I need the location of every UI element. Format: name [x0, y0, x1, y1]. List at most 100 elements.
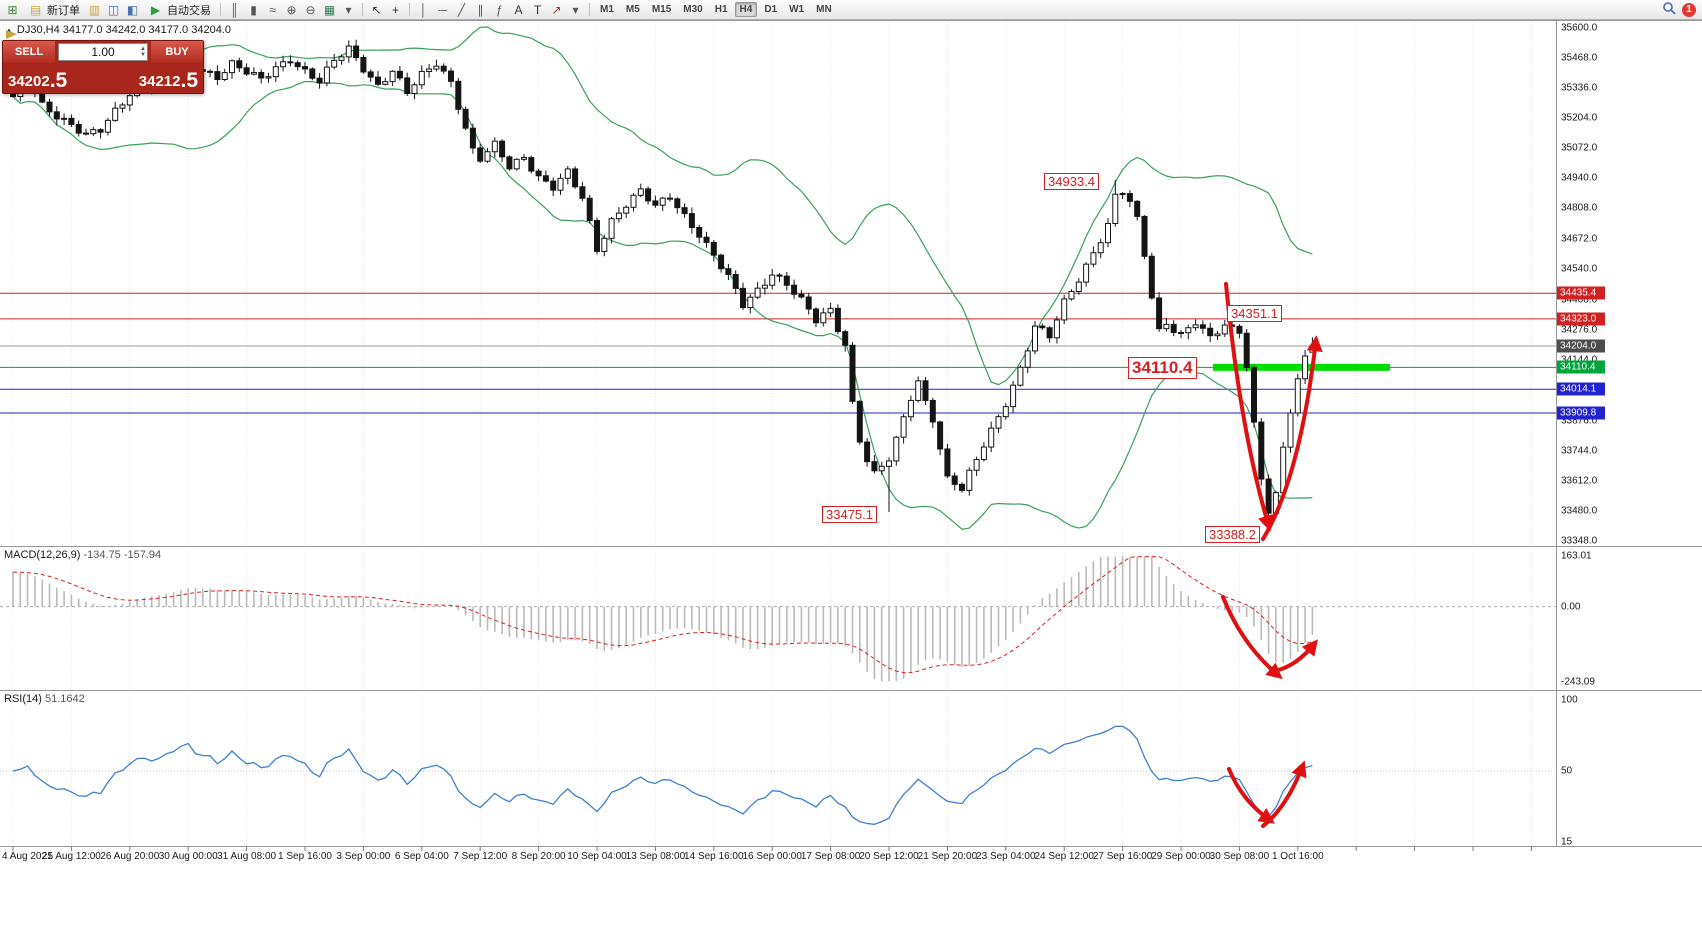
sell-price-base: 34202 — [8, 73, 50, 90]
data-window-icon[interactable]: ◫ — [107, 2, 120, 17]
cursor-icon[interactable]: ↖ — [371, 2, 382, 17]
timeframe-mn[interactable]: MN — [816, 4, 832, 15]
indicators-dropdown-icon[interactable]: ▾ — [345, 2, 352, 17]
candle — [1112, 179, 1119, 227]
green-zone-annotation[interactable] — [1213, 363, 1390, 371]
bar-chart-icon[interactable]: ║ — [230, 2, 239, 17]
candle — [535, 168, 542, 182]
tile-windows-icon[interactable]: ▦ — [323, 2, 336, 17]
new-order-button[interactable]: ▤ 新订单 — [23, 2, 84, 18]
zoom-out-icon[interactable]: ⊖ — [305, 2, 316, 17]
volume-up-icon[interactable]: ▲ — [140, 46, 146, 52]
main-chart-panel — [0, 21, 1556, 546]
notification-badge[interactable]: 1 — [1682, 2, 1696, 17]
candle — [1192, 319, 1199, 331]
toolbar: ⊞ ▤ 新订单 ▥ ◫ ◧ ▶ 自动交易 ║ ▮ ≈ ⊕ ⊖ ▦ ▾ ↖ + │ ─ ╱ ∥ ƒ A T ↗ ▾ M1 M5 M15 M3… — [0, 0, 1702, 20]
market-watch-icon[interactable]: ▥ — [88, 2, 101, 17]
fibonacci-icon[interactable]: ƒ — [496, 2, 503, 17]
volume-field[interactable]: 1.00 ▲ ▼ — [58, 43, 148, 61]
candle — [550, 177, 557, 196]
candle — [506, 155, 513, 171]
candle — [331, 53, 338, 70]
candle — [83, 128, 89, 136]
volume-down-icon[interactable]: ▼ — [140, 52, 146, 58]
buy-price[interactable]: 34212.5 — [103, 70, 203, 93]
macd-trend-arrow[interactable] — [1272, 639, 1318, 673]
candle — [988, 421, 995, 453]
symbol-info: ▲ DJ30,H4 34177.0 34242.0 34177.0 34204.… — [5, 24, 231, 36]
buy-button[interactable]: BUY — [151, 41, 203, 63]
line-chart-icon[interactable]: ≈ — [269, 2, 276, 17]
macd-histogram — [12, 556, 1314, 682]
timeframe-h1[interactable]: H1 — [714, 4, 728, 15]
new-chart-icon[interactable]: ⊞ — [7, 2, 18, 17]
candle — [360, 54, 367, 74]
horizontal-line-icon[interactable]: ─ — [438, 2, 447, 17]
rsi-trend-arrow[interactable] — [1261, 760, 1307, 828]
candle — [287, 55, 294, 67]
autotrading-button[interactable]: ▶ 自动交易 — [143, 2, 215, 18]
volume-spinner[interactable]: ▲ ▼ — [140, 44, 146, 60]
candle — [783, 272, 790, 291]
vertical-line-icon[interactable]: │ — [419, 2, 428, 17]
timeframe-m30[interactable]: M30 — [683, 4, 703, 15]
candle — [353, 39, 360, 62]
candle — [294, 60, 301, 71]
candle — [53, 106, 60, 126]
candle — [309, 67, 316, 81]
sell-button[interactable]: SELL — [3, 41, 55, 63]
timeframe-d1[interactable]: D1 — [764, 4, 778, 15]
candle — [104, 117, 111, 136]
macd-panel — [0, 547, 1556, 690]
search-icon[interactable] — [1662, 1, 1676, 18]
navigator-icon[interactable]: ◧ — [126, 2, 139, 17]
candle — [521, 154, 527, 162]
candle — [893, 435, 900, 466]
zoom-in-icon[interactable]: ⊕ — [286, 2, 297, 17]
candle — [615, 207, 622, 223]
timeframe-h4[interactable]: H4 — [734, 2, 758, 17]
timeframe-w1[interactable]: W1 — [789, 4, 805, 15]
channel-icon[interactable]: ∥ — [477, 2, 484, 17]
text-icon[interactable]: A — [514, 2, 523, 17]
candle — [462, 106, 469, 131]
candle — [426, 64, 433, 78]
crosshair-icon[interactable]: + — [391, 2, 399, 17]
candle — [418, 65, 425, 90]
candle — [791, 279, 798, 300]
one-click-toggle-icon[interactable] — [6, 30, 17, 39]
shapes-dropdown-icon[interactable]: ▾ — [572, 2, 579, 17]
rsi-trend-arrow[interactable] — [1227, 767, 1275, 824]
candlestick-chart-icon[interactable]: ▮ — [250, 2, 257, 17]
candle — [1083, 262, 1090, 287]
timeframe-m5[interactable]: M5 — [625, 4, 640, 15]
candle — [1178, 330, 1184, 339]
candle — [572, 166, 579, 189]
macd-separator[interactable] — [0, 546, 1702, 547]
timeframe-m15[interactable]: M15 — [651, 4, 672, 15]
main-trend-arrow[interactable] — [1261, 335, 1323, 541]
candle — [601, 234, 608, 257]
timeframe-m1[interactable]: M1 — [600, 4, 614, 15]
candle — [871, 455, 878, 474]
trendline-icon[interactable]: ╱ — [457, 2, 466, 17]
candle — [849, 342, 856, 404]
candle — [1294, 373, 1301, 417]
sell-price[interactable]: 34202.5 — [3, 70, 103, 93]
candle — [302, 61, 308, 74]
candle — [761, 278, 768, 295]
candle — [856, 400, 863, 445]
macd-label-text: MACD(12,26,9) — [4, 549, 81, 561]
vertical-gridlines — [12, 21, 1532, 546]
candle — [586, 195, 593, 224]
candle — [345, 40, 352, 63]
rsi-separator[interactable] — [0, 690, 1702, 691]
text-label-icon[interactable]: T — [533, 2, 542, 17]
macd-trend-arrow[interactable] — [1221, 595, 1283, 680]
arrows-tool-icon[interactable]: ↗ — [551, 2, 562, 17]
candle — [477, 143, 484, 163]
rsi-value-text: 51.1642 — [44, 693, 85, 705]
candle — [1251, 365, 1257, 428]
